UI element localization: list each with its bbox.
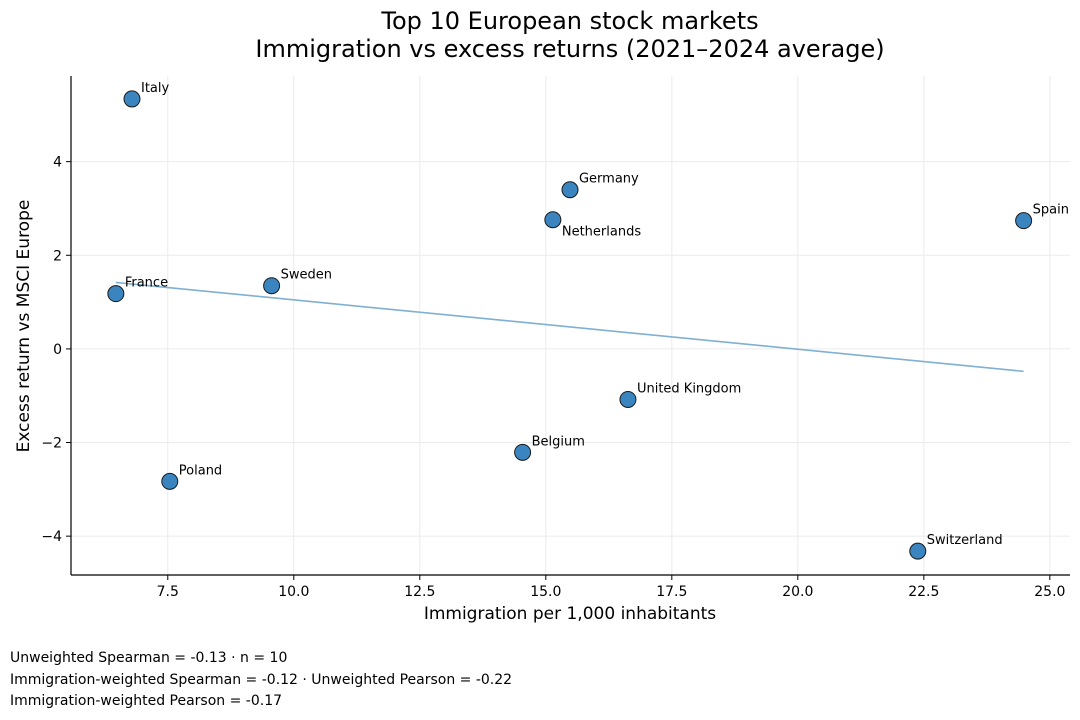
point-label: Germany [579, 172, 639, 187]
y-axis-label: Excess return vs MSCI Europe [14, 200, 34, 453]
data-points [107, 90, 1033, 560]
x-axis-label: Immigration per 1,000 inhabitants [424, 604, 716, 624]
x-tick-label: 22.5 [908, 584, 939, 600]
data-point [514, 443, 532, 461]
x-tick-label: 15.0 [530, 584, 561, 600]
x-ticks: 7.5 10.0 12.5 15.0 17.5 20.0 22.5 25.0 [157, 575, 1065, 600]
y-ticks: −4 −2 0 2 4 [41, 155, 71, 545]
point-label: Belgium [532, 434, 585, 449]
point-label: United Kingdom [637, 381, 741, 396]
chart-title-line-2: Immigration vs excess returns (2021–2024… [255, 35, 884, 63]
x-tick-label: 10.0 [278, 584, 309, 600]
statistics-footer: Unweighted Spearman = -0.13 · n = 10 Imm… [10, 648, 512, 713]
point-label: Sweden [281, 268, 332, 283]
x-tick-label: 7.5 [157, 584, 179, 600]
y-tick-label: −4 [41, 529, 62, 545]
x-tick-label: 17.5 [656, 584, 687, 600]
point-label: Italy [141, 81, 170, 96]
y-tick-label: 4 [53, 155, 62, 171]
data-point [544, 211, 562, 229]
footer-line-weighted-spearman: Immigration-weighted Spearman = -0.12 · … [10, 671, 513, 688]
data-point [123, 90, 141, 108]
grid [71, 76, 1070, 575]
scatter-chart: Top 10 European stock markets Immigratio… [14, 7, 1070, 624]
y-tick-label: 2 [53, 248, 62, 264]
footer-line-weighted-pearson: Immigration-weighted Pearson = -0.17 [10, 693, 283, 709]
point-label: Poland [179, 463, 222, 478]
data-point [909, 542, 927, 560]
x-tick-label: 12.5 [404, 584, 435, 600]
point-labels: Italy Germany Netherlands Spain France Sweden… [125, 81, 1069, 548]
point-label: France [125, 276, 168, 291]
data-point [1015, 212, 1033, 230]
x-tick-label: 20.0 [782, 584, 813, 600]
y-tick-label: 0 [53, 342, 62, 358]
data-point [107, 285, 125, 303]
chart-title-line-1: Top 10 European stock markets [380, 7, 758, 35]
y-tick-label: −2 [41, 436, 62, 452]
footer-line-spearman: Unweighted Spearman = -0.13 · n = 10 [10, 650, 288, 666]
data-point [619, 390, 637, 408]
data-point [561, 181, 579, 199]
data-point [263, 277, 281, 295]
point-label: Switzerland [927, 533, 1003, 548]
data-point [161, 472, 179, 490]
point-label: Spain [1033, 203, 1069, 218]
trend-line [115, 281, 1024, 373]
point-label: Netherlands [562, 225, 641, 240]
x-tick-label: 25.0 [1034, 584, 1065, 600]
